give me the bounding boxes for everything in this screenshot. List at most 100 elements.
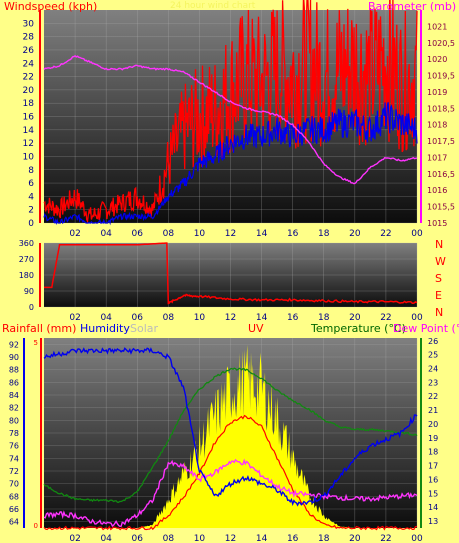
weather-xtick: 02 bbox=[69, 534, 80, 543]
temperature-line bbox=[43, 367, 418, 503]
direction-xtick: 00 bbox=[411, 313, 423, 323]
wind-ytick-right: 1016 bbox=[427, 186, 447, 195]
temperature-ytick: 15 bbox=[428, 489, 438, 498]
wind-right-label: Barometer (mb) bbox=[368, 0, 456, 13]
wind-ytick-right: 1021 bbox=[427, 22, 447, 31]
humidity-ytick: 88 bbox=[9, 366, 19, 375]
weather-marks bbox=[43, 344, 418, 531]
humidity-ytick: 74 bbox=[9, 454, 19, 463]
wind-xtick: 08 bbox=[163, 229, 175, 239]
uv-line bbox=[43, 414, 418, 531]
direction-xtick: 18 bbox=[318, 313, 330, 323]
wind-ytick-left: 8 bbox=[28, 166, 34, 176]
compass-label: W bbox=[435, 255, 446, 268]
windspeed-average-line bbox=[43, 102, 418, 226]
wind-ytick-left: 26 bbox=[23, 46, 35, 56]
weather-xtick: 22 bbox=[380, 534, 391, 543]
wind-marks bbox=[43, 0, 418, 226]
temperature-ytick: 17 bbox=[428, 462, 438, 471]
wind-ytick-left: 4 bbox=[28, 192, 34, 202]
wind-ytick-left: 0 bbox=[28, 219, 34, 229]
wind-xtick: 20 bbox=[349, 229, 361, 239]
temperature-ytick: 14 bbox=[428, 503, 438, 512]
wind-ytick-right: 1017 bbox=[427, 153, 447, 162]
wind-xtick: 00 bbox=[411, 229, 423, 239]
direction-ytick: 180 bbox=[19, 271, 34, 280]
wind-center-label: 24 hour wind chart bbox=[170, 1, 256, 11]
humidity-ytick: 78 bbox=[9, 429, 19, 438]
temperature-ytick: 26 bbox=[428, 337, 438, 346]
direction-xtick: 04 bbox=[100, 313, 112, 323]
direction-ytick: 360 bbox=[19, 239, 34, 248]
wind-ytick-right: 1017,5 bbox=[427, 137, 455, 146]
wind-ytick-left: 2 bbox=[28, 206, 34, 216]
wind-left-label: Windspeed (kph) bbox=[4, 0, 97, 13]
humidity-ytick: 84 bbox=[9, 391, 19, 400]
humidity-ytick: 92 bbox=[9, 340, 19, 349]
humidity-line bbox=[43, 347, 418, 507]
humidity-ytick: 90 bbox=[9, 353, 19, 362]
wind-ticks: 02 04 06 08 10 12 14 16 18 20 22 000246810121416182… bbox=[23, 10, 455, 239]
wind-xtick: 06 bbox=[132, 229, 144, 239]
direction-xtick: 06 bbox=[132, 313, 144, 323]
wind-ytick-right: 1020,5 bbox=[427, 39, 455, 48]
humidity-ytick: 80 bbox=[9, 416, 19, 425]
wind-xtick: 14 bbox=[256, 229, 268, 239]
dewpoint-line bbox=[43, 458, 418, 528]
direction-xtick: 08 bbox=[163, 313, 175, 323]
wind-ytick-left: 30 bbox=[23, 19, 35, 29]
direction-xtick: 22 bbox=[380, 313, 391, 323]
weather-xtick: 16 bbox=[287, 534, 299, 543]
wind-ytick-left: 14 bbox=[23, 126, 35, 136]
uv-label: UV bbox=[248, 322, 264, 335]
wind-xtick: 10 bbox=[194, 229, 206, 239]
barometer-line bbox=[43, 55, 418, 185]
temperature-ytick: 19 bbox=[428, 434, 438, 443]
humidity-ytick: 72 bbox=[9, 467, 19, 476]
temperature-ytick: 18 bbox=[428, 448, 438, 457]
wind-ytick-left: 12 bbox=[23, 139, 34, 149]
wind-ytick-right: 1015 bbox=[427, 219, 447, 228]
weather-xtick: 08 bbox=[163, 534, 175, 543]
direction-marks bbox=[44, 242, 418, 305]
wind-xtick: 12 bbox=[225, 229, 236, 239]
temperature-ytick: 25 bbox=[428, 351, 438, 360]
wind-ytick-left: 28 bbox=[23, 33, 35, 43]
humidity-ytick: 76 bbox=[9, 442, 19, 451]
direction-xtick: 02 bbox=[69, 313, 80, 323]
rainfall-ytick-top: 5 bbox=[34, 339, 38, 347]
solar-label: Solar bbox=[130, 322, 159, 335]
wind-xtick: 02 bbox=[69, 229, 80, 239]
wind-ytick-left: 18 bbox=[23, 99, 35, 109]
direction-xtick: 20 bbox=[349, 313, 361, 323]
direction-ytick: 0 bbox=[29, 303, 34, 312]
wind-ytick-right: 1019,5 bbox=[427, 72, 455, 81]
dewpoint-label: Dew Point (°C bbox=[393, 322, 459, 335]
compass-label: E bbox=[435, 289, 442, 302]
humidity-ytick: 82 bbox=[9, 404, 19, 413]
direction-xtick: 12 bbox=[225, 313, 236, 323]
direction-xtick: 14 bbox=[256, 313, 268, 323]
temperature-ytick: 24 bbox=[428, 365, 438, 374]
temperature-ytick: 23 bbox=[428, 378, 438, 387]
temperature-ytick: 16 bbox=[428, 475, 438, 484]
wind-xtick: 04 bbox=[100, 229, 112, 239]
temperature-ytick: 21 bbox=[428, 406, 438, 415]
wind-ytick-right: 1016,5 bbox=[427, 170, 455, 179]
compass-label: N bbox=[435, 306, 443, 319]
wind-ytick-left: 16 bbox=[23, 113, 35, 123]
compass-label: N bbox=[435, 238, 443, 251]
weather-xtick: 18 bbox=[318, 534, 330, 543]
humidity-ytick: 86 bbox=[9, 378, 19, 387]
compass-label: S bbox=[435, 272, 442, 285]
temperature-label: Temperature (°C) bbox=[310, 322, 406, 335]
rainfall-label: Rainfall (mm) bbox=[2, 322, 76, 335]
temperature-ytick: 20 bbox=[428, 420, 438, 429]
direction-ytick: 270 bbox=[19, 255, 34, 264]
direction-ytick: 90 bbox=[24, 287, 34, 296]
direction-xtick: 16 bbox=[287, 313, 299, 323]
direction-xtick: 10 bbox=[194, 313, 206, 323]
